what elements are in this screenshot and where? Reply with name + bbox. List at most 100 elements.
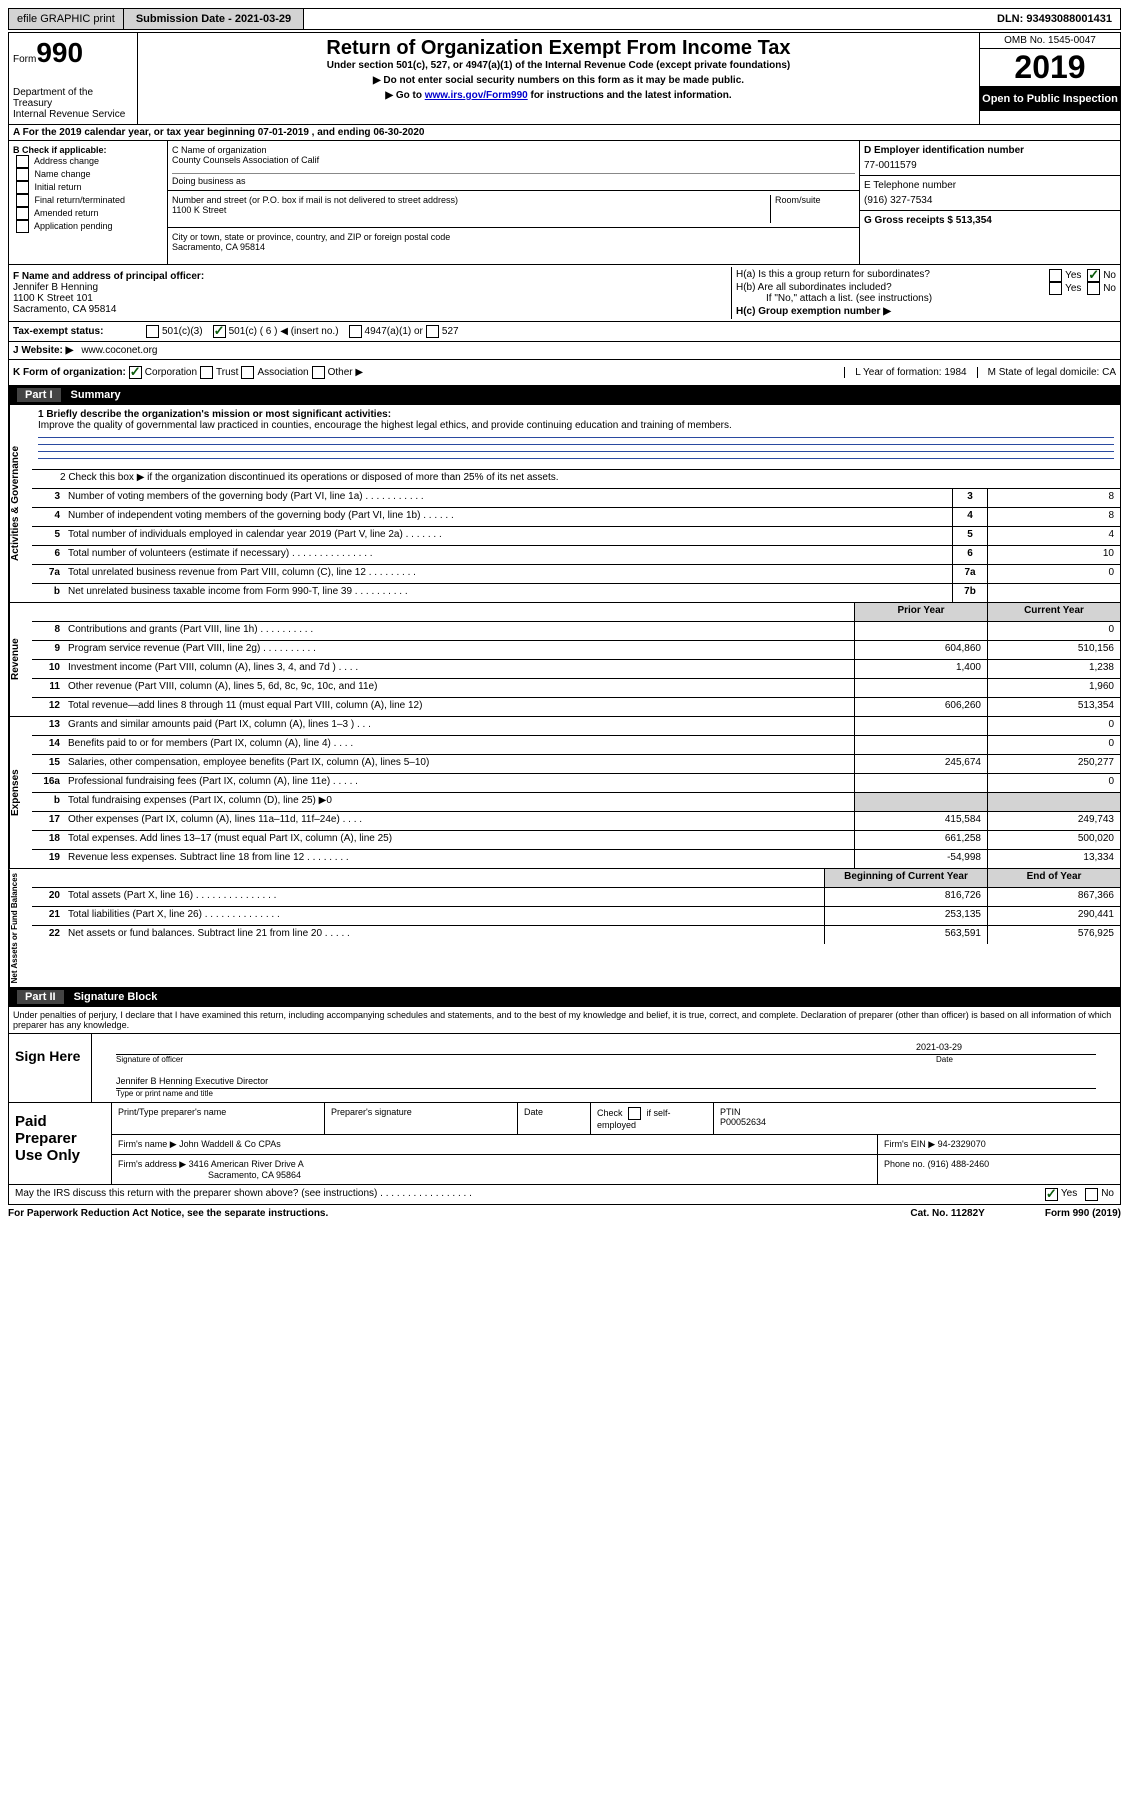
current-year-hdr: Current Year (987, 603, 1120, 621)
penalties-text: Under penalties of perjury, I declare th… (8, 1007, 1121, 1034)
revenue-section: Revenue Prior Year Current Year 8Contrib… (8, 603, 1121, 717)
part1-num: Part I (17, 388, 61, 402)
mission-q: 1 Briefly describe the organization's mi… (38, 409, 1114, 420)
klm-row: K Form of organization: Corporation Trus… (8, 360, 1121, 386)
501c3-checkbox[interactable] (146, 325, 159, 338)
mission-block: 1 Briefly describe the organization's mi… (32, 405, 1120, 469)
form-header: Form990 Department of the Treasury Inter… (8, 32, 1121, 125)
ein-label: D Employer identification number (864, 145, 1116, 156)
city-label: City or town, state or province, country… (172, 232, 855, 242)
ha-yes-checkbox[interactable] (1049, 269, 1062, 282)
firm-addr1: 3416 American River Drive A (189, 1159, 304, 1169)
colb-checkbox[interactable] (16, 155, 29, 168)
summary-line: 8Contributions and grants (Part VIII, li… (32, 622, 1120, 641)
firm-ein: 94-2329070 (938, 1139, 986, 1149)
discuss-no: No (1101, 1188, 1114, 1201)
assoc-checkbox[interactable] (241, 366, 254, 379)
hb-yes-checkbox[interactable] (1049, 282, 1062, 295)
hb-label: H(b) Are all subordinates included? (736, 282, 892, 293)
discuss-text: May the IRS discuss this return with the… (15, 1188, 1042, 1201)
discuss-yes: Yes (1061, 1188, 1077, 1201)
year-formation: L Year of formation: 1984 (844, 367, 976, 378)
colb-checkbox[interactable] (16, 168, 29, 181)
header-sub2: ▶ Do not enter social security numbers o… (142, 75, 975, 86)
room-suite-label: Room/suite (770, 195, 855, 223)
colb-option: Amended return (13, 207, 163, 220)
org-name-row: C Name of organization County Counsels A… (168, 141, 859, 191)
paid-preparer-section: Paid Preparer Use Only Print/Type prepar… (8, 1103, 1121, 1185)
summary-line: 4Number of independent voting members of… (32, 508, 1120, 527)
gross-receipts: G Gross receipts $ 513,354 (860, 211, 1120, 230)
discuss-no-checkbox[interactable] (1085, 1188, 1098, 1201)
hb-no-checkbox[interactable] (1087, 282, 1100, 295)
corp-checkbox[interactable] (129, 366, 142, 379)
header-right: OMB No. 1545-0047 2019 Open to Public In… (979, 33, 1120, 124)
firm-phone-label: Phone no. (884, 1159, 925, 1169)
sub3-pre: ▶ Go to (385, 90, 424, 101)
self-employed: Check if self-employed (591, 1103, 714, 1134)
page-footer: For Paperwork Reduction Act Notice, see … (8, 1205, 1121, 1222)
colb-checkbox[interactable] (16, 181, 29, 194)
h-b: H(b) Are all subordinates included? Yes … (736, 282, 1116, 293)
no-label: No (1103, 270, 1116, 281)
form-number: 990 (36, 37, 83, 68)
tax-status-row: Tax-exempt status: 501(c)(3) 501(c) ( 6 … (8, 322, 1121, 342)
part2-num: Part II (17, 990, 64, 1004)
summary-line: 20Total assets (Part X, line 16) . . . .… (32, 888, 1120, 907)
sign-date: 2021-03-29 (916, 1042, 1096, 1052)
self-employed-checkbox[interactable] (628, 1107, 641, 1120)
header-center: Return of Organization Exempt From Incom… (138, 33, 979, 124)
col-c: C Name of organization County Counsels A… (168, 141, 860, 264)
ha-no-checkbox[interactable] (1087, 269, 1100, 282)
city-state-zip: Sacramento, CA 95814 (172, 242, 855, 252)
ein-row: D Employer identification number 77-0011… (860, 141, 1120, 176)
colb-checkbox[interactable] (16, 220, 29, 233)
firm-phone: (916) 488-2460 (928, 1159, 990, 1169)
firm-addr2: Sacramento, CA 95864 (208, 1170, 301, 1180)
expenses-section: Expenses 13Grants and similar amounts pa… (8, 717, 1121, 869)
discuss-row: May the IRS discuss this return with the… (8, 1185, 1121, 1205)
form-footer: Form 990 (2019) (1045, 1208, 1121, 1219)
summary-line: 3Number of voting members of the governi… (32, 489, 1120, 508)
summary-line: 10Investment income (Part VIII, column (… (32, 660, 1120, 679)
ha-label: H(a) Is this a group return for subordin… (736, 269, 930, 280)
phone-label: E Telephone number (864, 180, 1116, 191)
other-checkbox[interactable] (312, 366, 325, 379)
colb-checkbox[interactable] (16, 207, 29, 220)
officer-name: Jennifer B Henning (13, 282, 727, 293)
officer-h-row: F Name and address of principal officer:… (8, 265, 1121, 322)
paid-preparer-label: Paid Preparer Use Only (9, 1103, 112, 1184)
header-sub1: Under section 501(c), 527, or 4947(a)(1)… (142, 60, 975, 71)
summary-line: 18Total expenses. Add lines 13–17 (must … (32, 831, 1120, 850)
firm-ein-label: Firm's EIN ▶ (884, 1139, 935, 1149)
summary-line: 11Other revenue (Part VIII, column (A), … (32, 679, 1120, 698)
omb-number: OMB No. 1545-0047 (980, 33, 1120, 49)
ptin-cell: PTINP00052634 (714, 1103, 1120, 1134)
tax-year: 2019 (980, 49, 1120, 87)
discuss-yes-checkbox[interactable] (1045, 1188, 1058, 1201)
addr-label: Number and street (or P.O. box if mail i… (172, 195, 770, 205)
527-checkbox[interactable] (426, 325, 439, 338)
vlabel-activities: Activities & Governance (9, 405, 32, 602)
cat-no: Cat. No. 11282Y (910, 1208, 984, 1219)
colb-checkbox[interactable] (16, 194, 29, 207)
efile-label: efile GRAPHIC print (9, 9, 124, 29)
officer-label: F Name and address of principal officer: (13, 271, 727, 282)
ein-value: 77-0011579 (864, 160, 1116, 171)
sub3-post: for instructions and the latest informat… (528, 90, 732, 101)
firm-name-label: Firm's name ▶ (118, 1139, 177, 1149)
trust-checkbox[interactable] (200, 366, 213, 379)
header-left: Form990 Department of the Treasury Inter… (9, 33, 138, 124)
firm-addr-label: Firm's address ▶ (118, 1159, 186, 1169)
name-label: C Name of organization (172, 145, 855, 155)
4947-checkbox[interactable] (349, 325, 362, 338)
line2: 2 Check this box ▶ if the organization d… (32, 470, 1120, 488)
501c-checkbox[interactable] (213, 325, 226, 338)
dln: DLN: 93493088001431 (989, 9, 1120, 29)
form990-link[interactable]: www.irs.gov/Form990 (425, 90, 528, 101)
efile-topbar: efile GRAPHIC print Submission Date - 20… (8, 8, 1121, 30)
netassets-section: Net Assets or Fund Balances Beginning of… (8, 869, 1121, 988)
phone-row: E Telephone number (916) 327-7534 (860, 176, 1120, 211)
end-year-hdr: End of Year (987, 869, 1120, 887)
officer-typed-name: Jennifer B Henning Executive Director (116, 1076, 268, 1086)
